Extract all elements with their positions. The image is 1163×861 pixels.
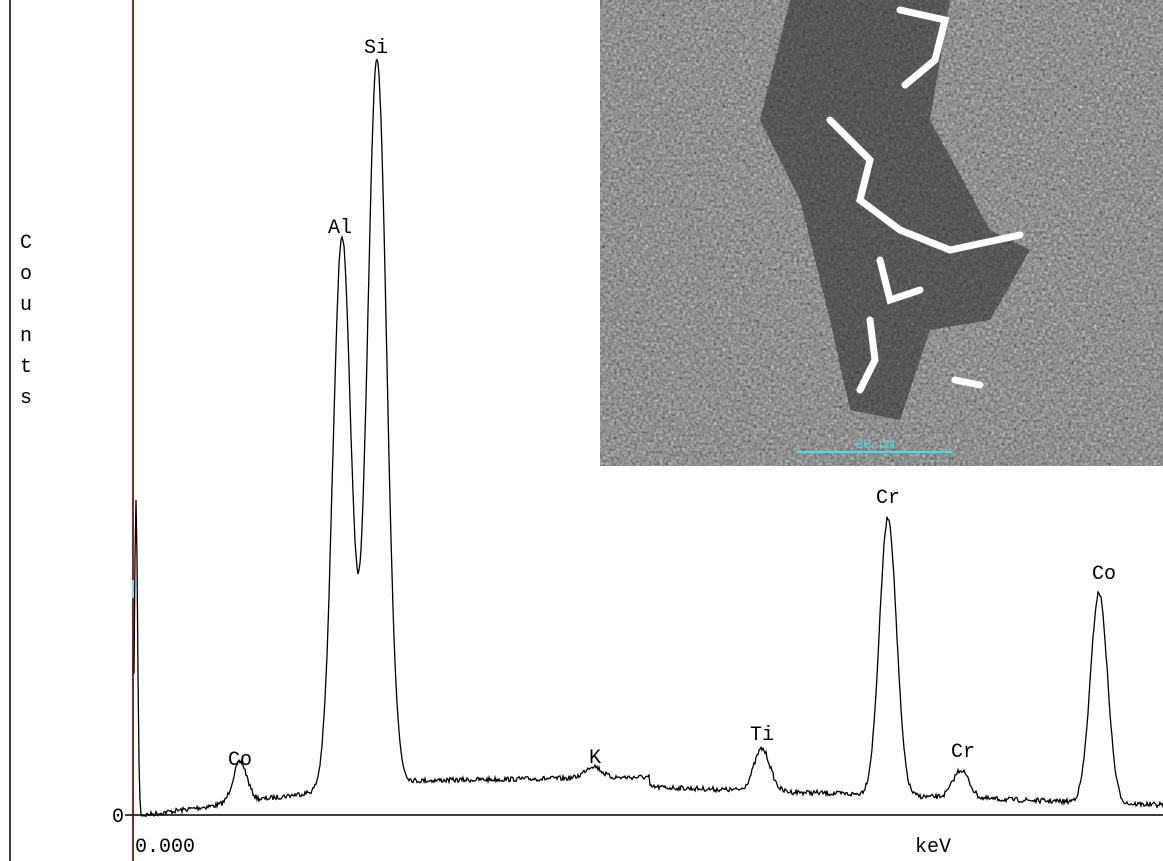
peak-label: Cr [951, 741, 975, 764]
peak-label: Cr [876, 487, 900, 510]
peak-label: Co [228, 749, 252, 772]
peak-label: K [589, 747, 601, 770]
sem-crater [760, 0, 1030, 420]
spectrum-curve [133, 57, 1163, 818]
scale-bar-label: 80 um [855, 437, 894, 452]
x-start-label: 0.000 [135, 836, 195, 859]
peak-label: Al [328, 217, 352, 240]
sem-highlights [826, 6, 1024, 394]
x-unit-label: keV [915, 836, 951, 859]
peak-label: Si [364, 37, 388, 60]
y-zero-label: 0 [112, 806, 124, 829]
peak-label: Co [1092, 563, 1116, 586]
sem-image: 80 um [600, 0, 1163, 466]
peak-label: Ti [750, 724, 774, 747]
